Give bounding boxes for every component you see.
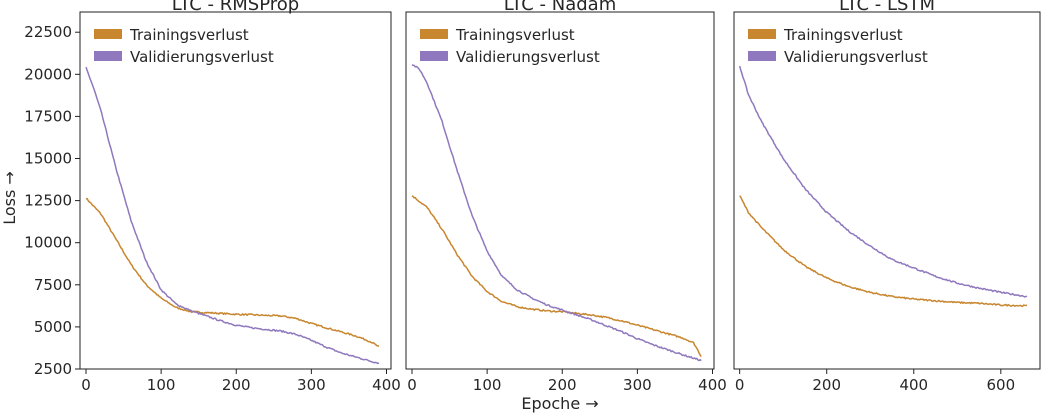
legend-label-training: Trainingsverlust bbox=[455, 26, 575, 44]
plot-frame bbox=[733, 11, 1041, 370]
chart-panel-2: LTC - Nadam 0 100 200 300 400 Trainingsverlust… bbox=[405, 0, 727, 394]
legend-label-training: Trainingsverlust bbox=[783, 26, 903, 44]
y-tick-label: 17500 bbox=[24, 107, 72, 125]
y-tick-label: 22500 bbox=[24, 23, 72, 41]
y-tick-label: 10000 bbox=[24, 234, 72, 252]
x-tick-label: 400 bbox=[698, 376, 727, 394]
x-tick-label: 400 bbox=[372, 376, 401, 394]
legend-label-validation: Validierungsverlust bbox=[784, 48, 928, 66]
y-tick-label: 20000 bbox=[24, 65, 72, 83]
legend-swatch-training bbox=[748, 29, 776, 39]
x-tick-label: 100 bbox=[473, 376, 502, 394]
legend-swatch-validation bbox=[94, 51, 122, 61]
y-tick-label: 7500 bbox=[34, 276, 72, 294]
plot-frame bbox=[405, 11, 715, 370]
x-tick-label: 200 bbox=[548, 376, 577, 394]
y-axis-label: Loss → bbox=[0, 171, 19, 225]
x-tick-label: 100 bbox=[147, 376, 176, 394]
series-line-training bbox=[739, 195, 1028, 308]
plot-frame bbox=[79, 11, 392, 370]
chart-panel-3: LTC - LSTM 0 200 400 600 Trainingsverlust Vali… bbox=[733, 0, 1041, 394]
x-tick-label: 0 bbox=[407, 376, 417, 394]
x-axis-label: Epoche → bbox=[521, 394, 598, 413]
legend-label-training: Trainingsverlust bbox=[129, 26, 249, 44]
legend: Trainingsverlust Validierungsverlust bbox=[748, 26, 928, 66]
y-tick-label: 15000 bbox=[24, 150, 72, 168]
y-tick-label: 12500 bbox=[24, 192, 72, 210]
series-line-validation bbox=[411, 64, 702, 362]
y-tick-label: 2500 bbox=[34, 360, 72, 378]
chart-title: LTC - Nadam bbox=[504, 0, 616, 15]
x-tick-label: 0 bbox=[735, 376, 745, 394]
legend-label-validation: Validierungsverlust bbox=[456, 48, 600, 66]
legend: Trainingsverlust Validierungsverlust bbox=[94, 26, 274, 66]
legend-label-validation: Validierungsverlust bbox=[130, 48, 274, 66]
x-tick-label: 300 bbox=[623, 376, 652, 394]
series-line-validation bbox=[85, 66, 380, 365]
y-tick-label: 5000 bbox=[34, 318, 72, 336]
legend-swatch-training bbox=[94, 29, 122, 39]
chart-panel-1: LTC - RMSProp 0 100 200 300 400 2500 5000 7500 10… bbox=[24, 0, 401, 394]
x-tick-label: 300 bbox=[297, 376, 326, 394]
x-tick-label: 200 bbox=[812, 376, 841, 394]
series-line-training bbox=[85, 197, 380, 348]
legend: Trainingsverlust Validierungsverlust bbox=[420, 26, 600, 66]
chart-title: LTC - LSTM bbox=[839, 0, 935, 15]
x-tick-label: 200 bbox=[222, 376, 251, 394]
legend-swatch-training bbox=[420, 29, 448, 39]
x-tick-label: 400 bbox=[899, 376, 928, 394]
legend-swatch-validation bbox=[748, 51, 776, 61]
series-line-training bbox=[411, 195, 702, 357]
x-tick-label: 0 bbox=[81, 376, 91, 394]
legend-swatch-validation bbox=[420, 51, 448, 61]
series-line-validation bbox=[738, 65, 1028, 298]
chart-title: LTC - RMSProp bbox=[172, 0, 299, 15]
x-tick-label: 600 bbox=[987, 376, 1016, 394]
